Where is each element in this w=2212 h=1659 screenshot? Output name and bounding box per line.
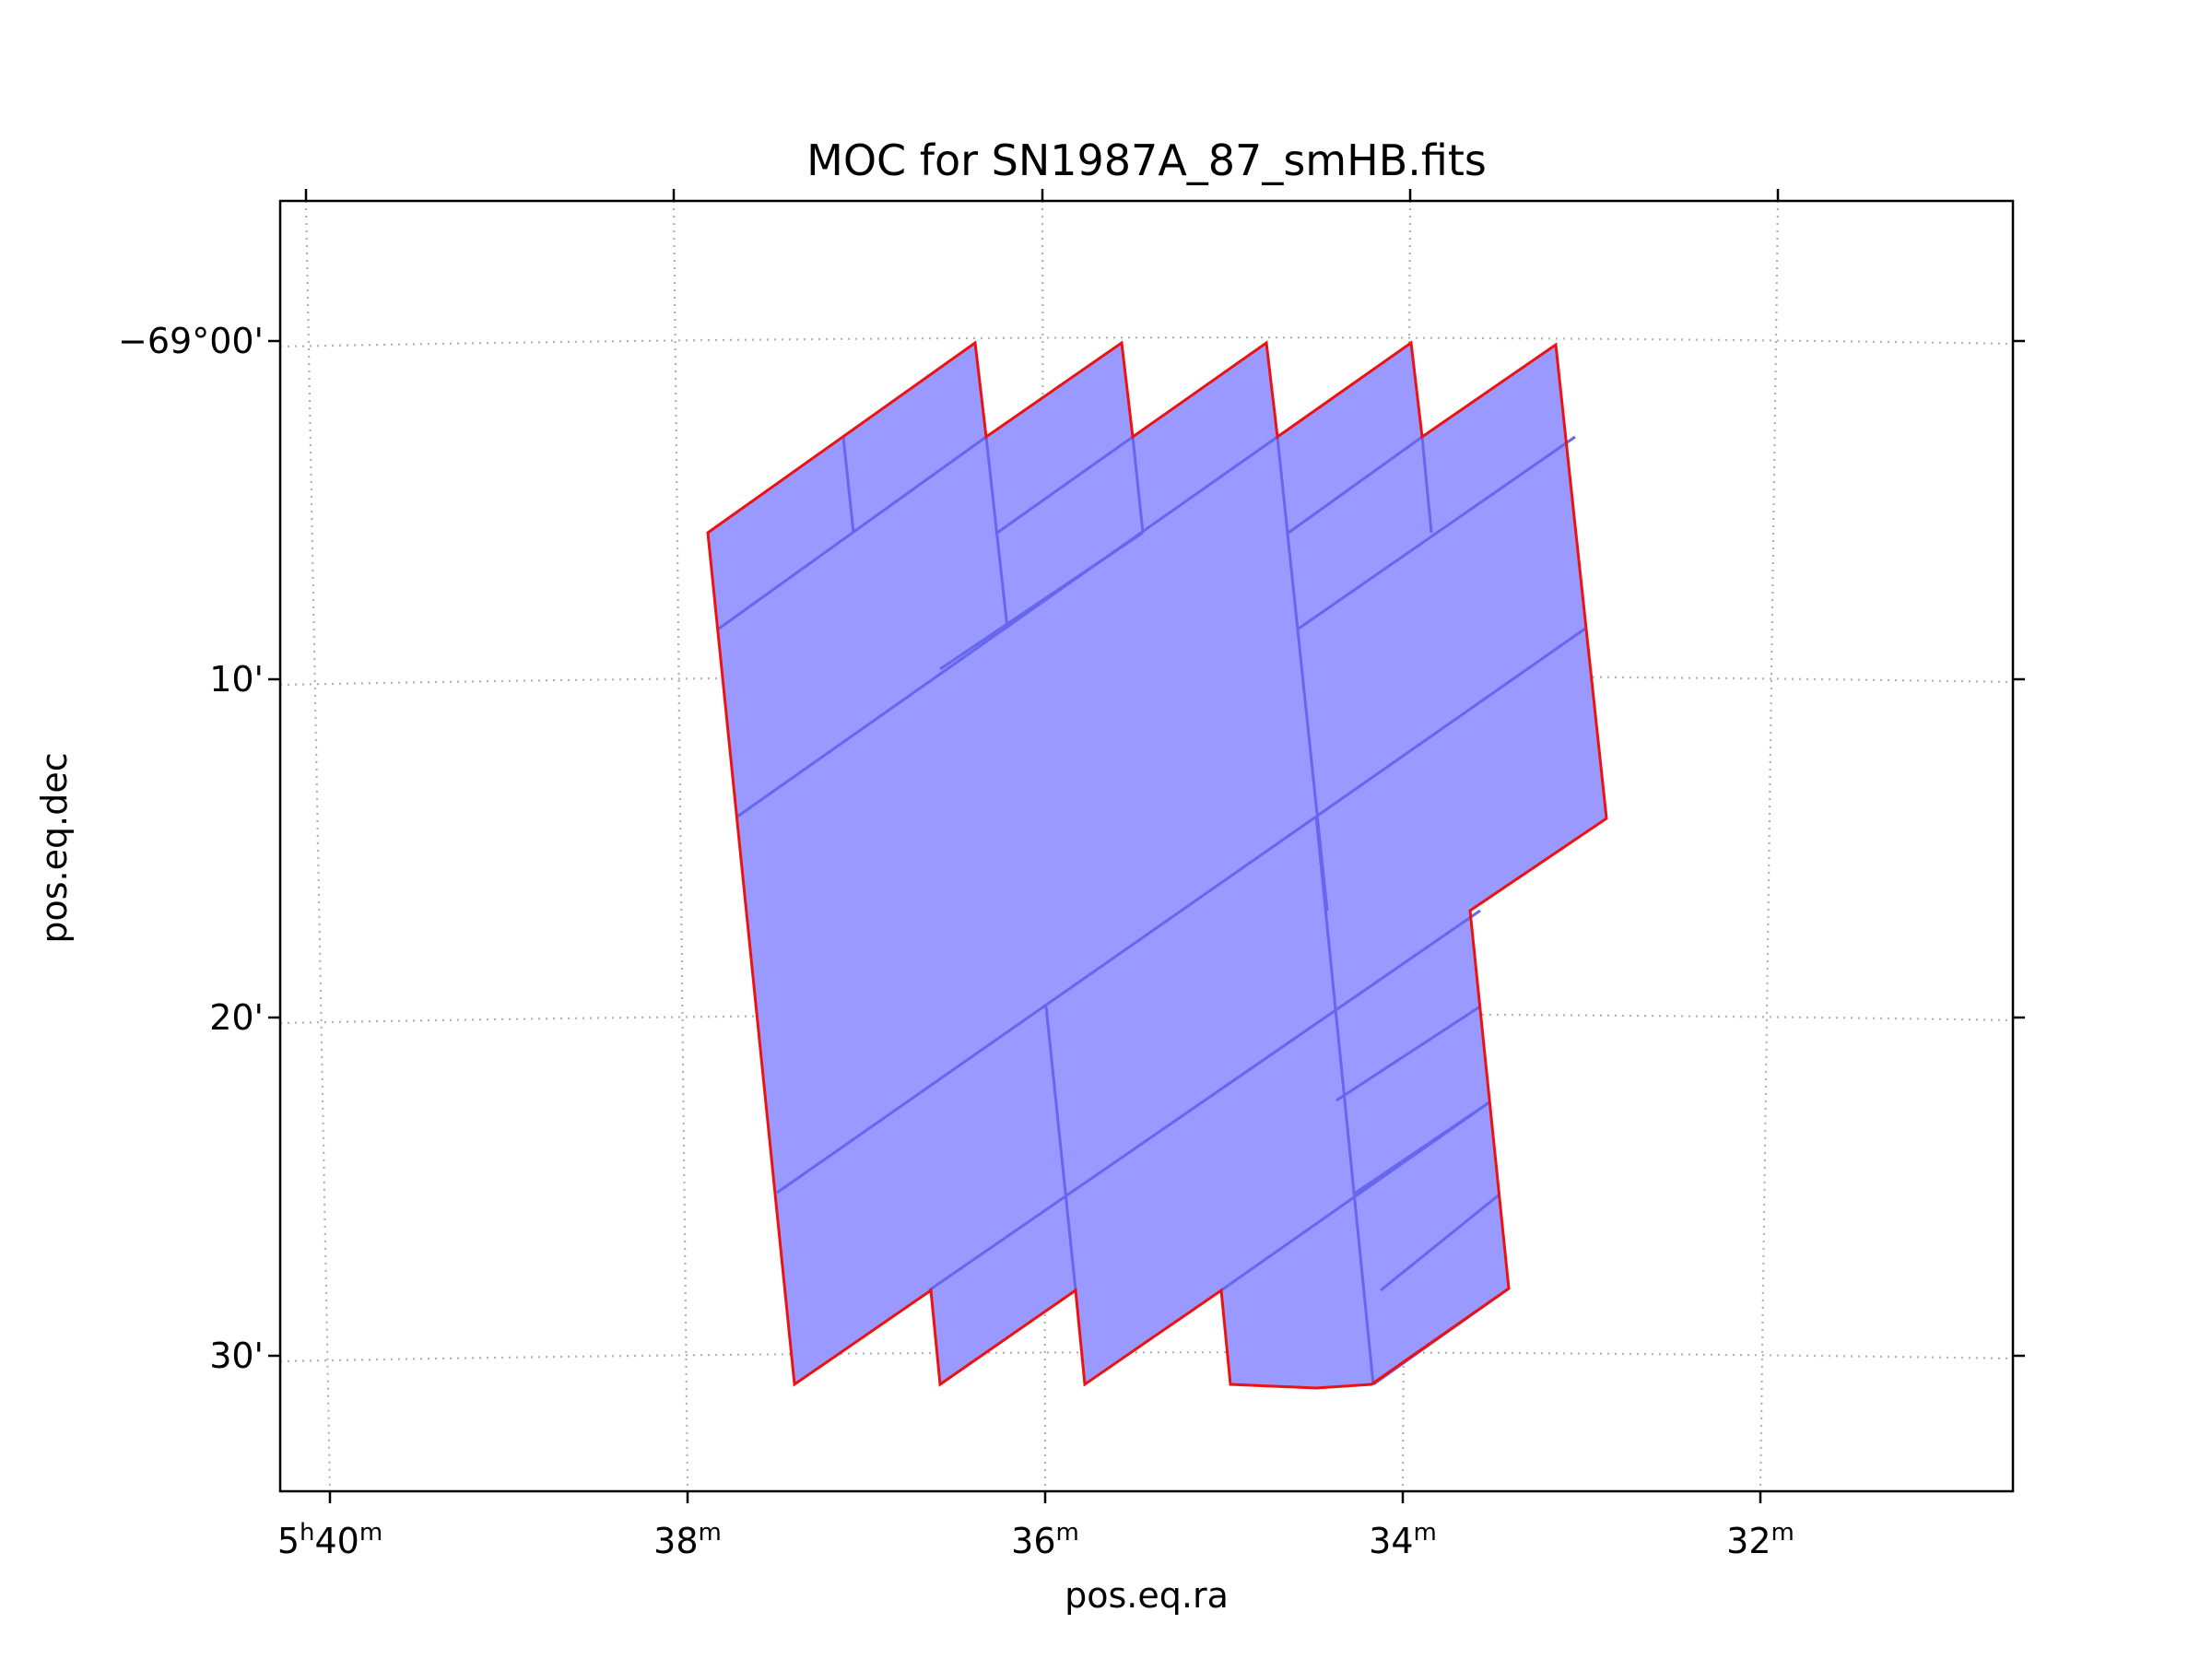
plot-frame <box>278 199 2015 1493</box>
y-tick-label: −69°00' <box>118 321 264 361</box>
moc-coverage <box>706 340 1608 1390</box>
ra-grid-line <box>304 200 332 1492</box>
moc-boundary <box>706 340 1608 1390</box>
x-tick-labels: 5h40m 38m 36m 34m 32m <box>277 1519 1794 1561</box>
ra-grid-line <box>1759 200 1780 1492</box>
x-tick-label: 32m <box>1726 1519 1794 1561</box>
chart-title: MOC for SN1987A_87_smHB.fits <box>806 135 1487 185</box>
moc-cell-edge <box>996 435 1134 535</box>
x-tick-label: 34m <box>1369 1519 1437 1561</box>
moc-cell-edge <box>841 436 855 534</box>
moc-cell-edge <box>1335 1005 1481 1102</box>
y-axis-label: pos.eq.dec <box>34 752 75 943</box>
moc-cell-edge <box>1420 436 1433 534</box>
y-tick-label: 10' <box>209 659 264 700</box>
moc-cell-edge <box>1288 435 1423 535</box>
moc-cell-edge <box>736 435 1278 818</box>
x-axis-label: pos.eq.ra <box>1065 1575 1229 1616</box>
y-tick-label: 20' <box>209 997 264 1038</box>
moc-cell-edge <box>1298 435 1576 630</box>
x-tick-label: 36m <box>1011 1519 1079 1561</box>
moc-cell-edge <box>1314 816 1375 1385</box>
x-tick-label: 38m <box>653 1519 722 1561</box>
moc-cell-edge <box>776 815 1317 1194</box>
moc-cell-edge <box>1380 1193 1500 1292</box>
tick-marks <box>268 189 2025 1503</box>
moc-cell-edge <box>1131 436 1145 534</box>
moc-cell-edge <box>984 436 1009 629</box>
moc-cell-edge <box>1044 1006 1077 1291</box>
moc-cell-edge <box>718 435 987 630</box>
y-tick-label: 30' <box>209 1335 264 1376</box>
moc-cell-edge <box>1315 627 1586 818</box>
moc-cell-edge <box>1352 1100 1490 1196</box>
moc-fill <box>708 343 1606 1388</box>
y-tick-labels: −69°00' 10' 20' 30' <box>118 321 264 1376</box>
moc-cell-edge <box>928 909 1481 1292</box>
ra-grid-line <box>672 200 689 1492</box>
x-tick-label: 5h40m <box>277 1519 382 1561</box>
